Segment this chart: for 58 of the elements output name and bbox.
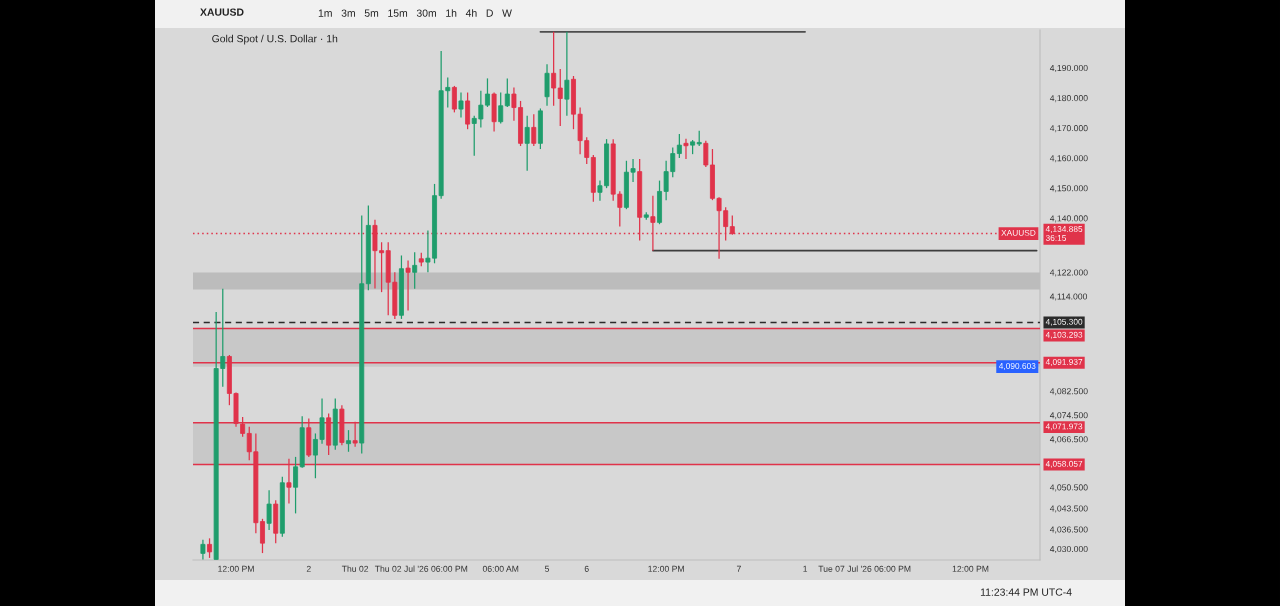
x-tick-label: Thu 02	[341, 565, 369, 572]
y-tick-label: 4,170.000	[1049, 125, 1088, 133]
x-tick-label: 6	[584, 565, 589, 572]
y-tick-label: 4,160.000	[1049, 155, 1088, 163]
candlestick	[200, 539, 206, 560]
candlestick	[498, 91, 504, 125]
ref-line-label: 4,134.885 36:15	[1045, 226, 1083, 241]
candlestick	[458, 91, 464, 119]
candlestick	[346, 429, 351, 453]
x-tick-label: 2	[306, 565, 311, 572]
candlestick	[465, 91, 471, 130]
ref-line-label: 4,058.057	[1045, 460, 1083, 468]
x-tick-label: 5	[544, 565, 550, 572]
y-tick-label: 4,180.000	[1049, 95, 1088, 103]
ref-line-label: 4,071.973	[1045, 423, 1083, 431]
candlestick	[676, 133, 682, 159]
chart-subtitle: XAUUSD	[200, 8, 244, 16]
ref-line-label: 4,105.300	[1045, 318, 1083, 326]
y-tick-label: 4,114.000	[1049, 293, 1088, 301]
x-tick-label: 7	[736, 565, 741, 572]
y-tick-label: 4,190.000	[1049, 64, 1088, 73]
x-tick-label: 06:00 AM	[482, 565, 519, 572]
y-tick-label: 4,082.500	[1049, 388, 1088, 396]
candlestick	[531, 113, 537, 147]
band-label: 4,090.603	[998, 363, 1036, 370]
text: 11:23:44 PM UTC-4	[980, 588, 1072, 596]
y-tick-label: 4,030.000	[1049, 545, 1088, 554]
candlestick	[544, 63, 550, 107]
candlestick	[207, 537, 213, 559]
ref-line-label: 4,103.293	[1045, 331, 1083, 339]
y-tick-label: 4,066.500	[1049, 436, 1088, 444]
candlestick	[524, 115, 530, 172]
candlestick	[266, 489, 272, 531]
x-tick-label: 12:00 PM	[648, 565, 684, 572]
candlestick	[557, 68, 563, 127]
y-tick-label: 4,140.000	[1049, 215, 1088, 223]
y-tick-label: 4,043.500	[1049, 505, 1088, 513]
candlestick	[504, 77, 510, 108]
y-tick-label: 4,150.000	[1049, 185, 1088, 193]
y-tick-label: 4,050.500	[1049, 484, 1088, 492]
chart-title: Gold Spot / U.S. Dollar · 1h	[212, 34, 338, 45]
x-tick-label: Thu 02 Jul '26 06:00 PM	[374, 565, 468, 572]
y-tick-label: 4,122.000	[1049, 269, 1088, 277]
candlestick	[683, 138, 689, 160]
candlestick	[412, 251, 418, 290]
x-tick-label: 12:00 PM	[952, 565, 989, 572]
x-tick-label: 12:00 PM	[218, 565, 254, 572]
candlestick	[451, 85, 457, 113]
candlestick	[551, 31, 557, 107]
candlestick	[564, 31, 570, 117]
annotation: XAUUSD	[1001, 229, 1036, 236]
x-tick-label: Tue 07 Jul '26 06:00 PM	[818, 565, 911, 572]
candlestick	[405, 259, 411, 312]
text: 1m 3m 5m 15m 30m 1h 4h D W	[318, 9, 512, 17]
y-tick-label: 4,036.500	[1049, 526, 1088, 534]
y-tick-label: 4,074.500	[1049, 412, 1088, 420]
x-tick-label: 1	[803, 565, 808, 572]
ref-line-label: 4,091.937	[1045, 359, 1083, 366]
